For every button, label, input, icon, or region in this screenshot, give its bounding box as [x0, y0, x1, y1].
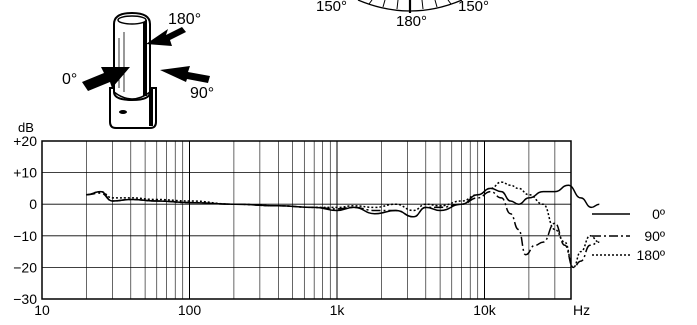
x-axis-unit: Hz — [573, 302, 590, 318]
chart-series — [86, 181, 600, 269]
polar-tick — [434, 0, 438, 8]
mic-capsule-top — [117, 15, 147, 25]
chart-frame — [41, 140, 572, 300]
mic-logo-icon — [119, 110, 127, 114]
x-tick-label: 100 — [178, 302, 202, 318]
y-tick-label: +10 — [13, 165, 37, 181]
microphone-illustration: 0° 180° 90° — [62, 11, 214, 129]
polar-tick — [396, 0, 399, 10]
x-tick-label: 10 — [34, 302, 50, 318]
legend-label: 180º — [637, 247, 665, 263]
polar-label-180: 180° — [396, 13, 427, 30]
chart-legend: 0º 90º 180º — [592, 206, 665, 263]
polar-tick — [382, 0, 386, 8]
x-tick-label: 1k — [330, 302, 346, 318]
mic-capsule-ring — [113, 91, 151, 100]
x-tick-label: 10k — [473, 302, 497, 318]
arrow-180-degree-icon — [146, 27, 186, 46]
x-axis-tick-labels: 10 100 1k 10k — [34, 302, 497, 318]
series-line-dotted — [86, 181, 600, 269]
mic-label-90: 90° — [190, 85, 214, 102]
polar-pattern-fragment: 150° 180° 150° — [316, 0, 489, 30]
legend-label: 90º — [644, 228, 665, 244]
y-axis-tick-labels: +20 +10 0 −10 −20 −30 — [13, 133, 37, 307]
arrow-90-degree-icon — [160, 66, 210, 83]
y-tick-label: −10 — [13, 228, 37, 244]
y-tick-label: −30 — [13, 291, 37, 307]
y-tick-label: 0 — [29, 196, 37, 212]
polar-tick — [368, 0, 373, 5]
mic-label-0: 0° — [62, 71, 77, 88]
y-tick-label: −20 — [13, 259, 37, 275]
arrow-0-degree-icon — [82, 67, 130, 91]
series-line-solid — [86, 184, 600, 218]
polar-label-150-right: 150° — [458, 0, 489, 15]
polar-tick — [447, 0, 452, 5]
polar-tick — [421, 0, 424, 10]
y-axis-unit: dB — [18, 120, 34, 135]
frequency-response-chart: +20 +10 0 −10 −20 −30 10 100 1k 10k dB Hz 0º 90º 1… — [13, 120, 665, 318]
series-line-dashdot — [86, 190, 600, 269]
polar-label-150-left: 150° — [316, 0, 347, 15]
legend-label: 0º — [652, 206, 665, 222]
y-tick-label: +20 — [13, 133, 37, 149]
mic-label-180: 180° — [168, 11, 201, 28]
chart-grid — [42, 141, 571, 299]
